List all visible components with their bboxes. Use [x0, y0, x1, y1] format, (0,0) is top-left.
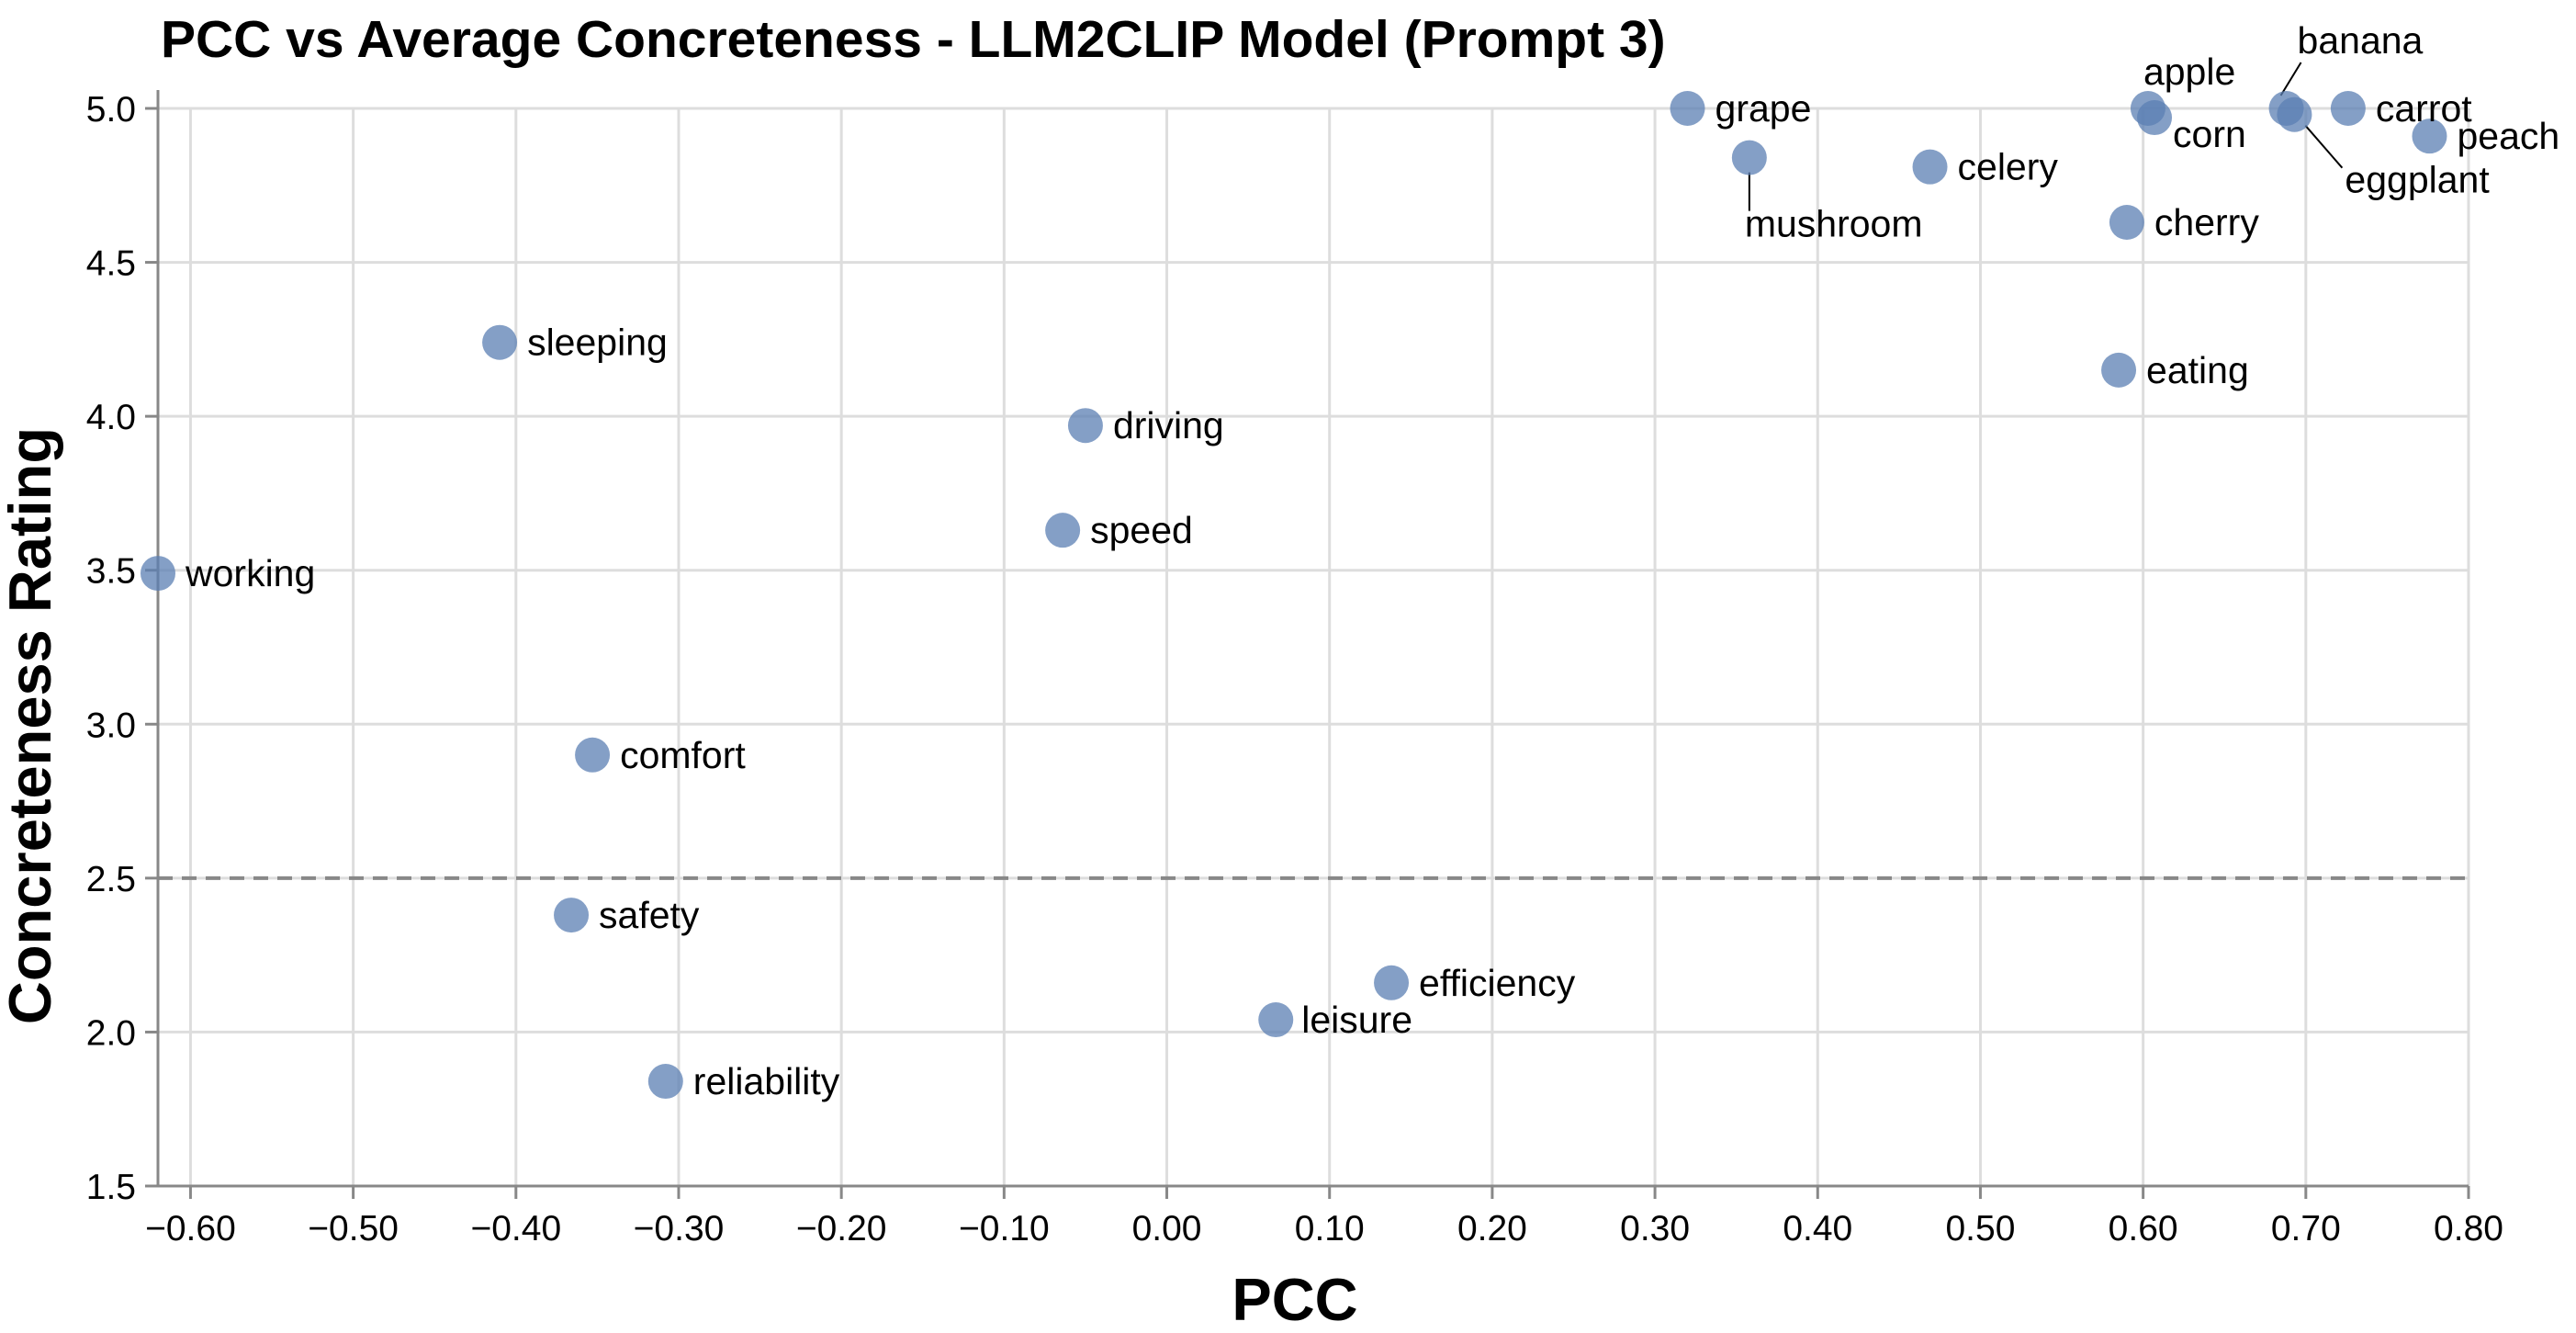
x-tick-label: 0.10 — [1295, 1209, 1365, 1248]
label-apple: apple — [2143, 51, 2235, 93]
label-comfort: comfort — [620, 734, 746, 776]
point-corn — [2137, 100, 2173, 136]
y-tick-label: 3.5 — [86, 552, 136, 592]
x-tick-label: −0.50 — [308, 1209, 399, 1248]
point-eating — [2101, 352, 2137, 388]
label-corn: corn — [2173, 113, 2246, 155]
point-labels: working sleeping comfort safety reliability d… — [185, 19, 2559, 1102]
point-driving — [1067, 408, 1103, 444]
label-leisure: leisure — [1301, 999, 1412, 1041]
chart-title: PCC vs Average Concreteness - LLM2CLIP M… — [161, 10, 1666, 69]
label-carrot: carrot — [2376, 87, 2472, 130]
y-tick-label: 3.0 — [86, 706, 136, 745]
data-points — [141, 91, 2447, 1100]
y-tick-label: 2.5 — [86, 860, 136, 899]
x-tick-label: 0.00 — [1132, 1209, 1202, 1248]
x-tick-label: −0.60 — [145, 1209, 236, 1248]
point-efficiency — [1374, 965, 1410, 1000]
label-safety: safety — [599, 894, 700, 936]
point-mushroom — [1731, 140, 1767, 175]
point-sleeping — [482, 324, 518, 360]
leader-lines — [1748, 62, 2344, 211]
x-tick-label: 0.30 — [1620, 1209, 1690, 1248]
label-eggplant: eggplant — [2345, 159, 2490, 201]
point-eggplant — [2277, 96, 2312, 132]
y-tick-label: 4.5 — [86, 244, 136, 284]
label-peach: peach — [2457, 115, 2559, 157]
point-speed — [1045, 513, 1081, 548]
point-working — [141, 556, 175, 592]
point-grape — [1670, 91, 1705, 126]
label-working: working — [185, 552, 315, 594]
point-comfort — [575, 737, 611, 773]
x-tick-label: 0.80 — [2434, 1209, 2503, 1248]
axes: −0.60 −0.50 −0.40 −0.30 −0.20 −0.10 0.00 0.10 0.… — [86, 90, 2503, 1248]
label-celery: celery — [1958, 146, 2059, 188]
y-tick-label: 5.0 — [86, 90, 136, 130]
y-axis-title: Concreteness Rating — [0, 427, 63, 1024]
y-tick-label: 1.5 — [86, 1168, 136, 1207]
y-tick-label: 2.0 — [86, 1013, 136, 1053]
label-speed: speed — [1090, 509, 1193, 551]
label-grape: grape — [1715, 87, 1812, 130]
label-sleeping: sleeping — [527, 322, 668, 364]
leader-eggplant — [2304, 125, 2344, 169]
point-reliability — [647, 1064, 683, 1100]
x-tick-label: −0.40 — [470, 1209, 561, 1248]
leader-banana — [2279, 62, 2302, 96]
label-mushroom: mushroom — [1745, 203, 1923, 245]
point-cherry — [2109, 205, 2144, 241]
x-tick-label: −0.20 — [796, 1209, 887, 1248]
x-tick-label: −0.30 — [634, 1209, 725, 1248]
x-tick-label: 0.20 — [1457, 1209, 1527, 1248]
point-leisure — [1258, 1002, 1294, 1038]
y-tick-label: 4.0 — [86, 398, 136, 437]
x-tick-label: −0.10 — [959, 1209, 1050, 1248]
label-driving: driving — [1113, 404, 1224, 446]
x-tick-label: 0.40 — [1783, 1209, 1852, 1248]
point-celery — [1912, 149, 1948, 185]
x-tick-label: 0.60 — [2109, 1209, 2178, 1248]
label-reliability: reliability — [693, 1060, 840, 1102]
label-eating: eating — [2146, 349, 2249, 391]
label-banana: banana — [2298, 19, 2424, 62]
point-peach — [2412, 119, 2447, 154]
point-carrot — [2330, 91, 2366, 126]
label-efficiency: efficiency — [1419, 962, 1576, 1004]
x-axis-title: PCC — [1232, 1266, 1357, 1333]
x-tick-label: 0.70 — [2271, 1209, 2341, 1248]
x-tick-label: 0.50 — [1945, 1209, 2015, 1248]
label-cherry: cherry — [2154, 201, 2259, 243]
point-safety — [554, 898, 590, 933]
